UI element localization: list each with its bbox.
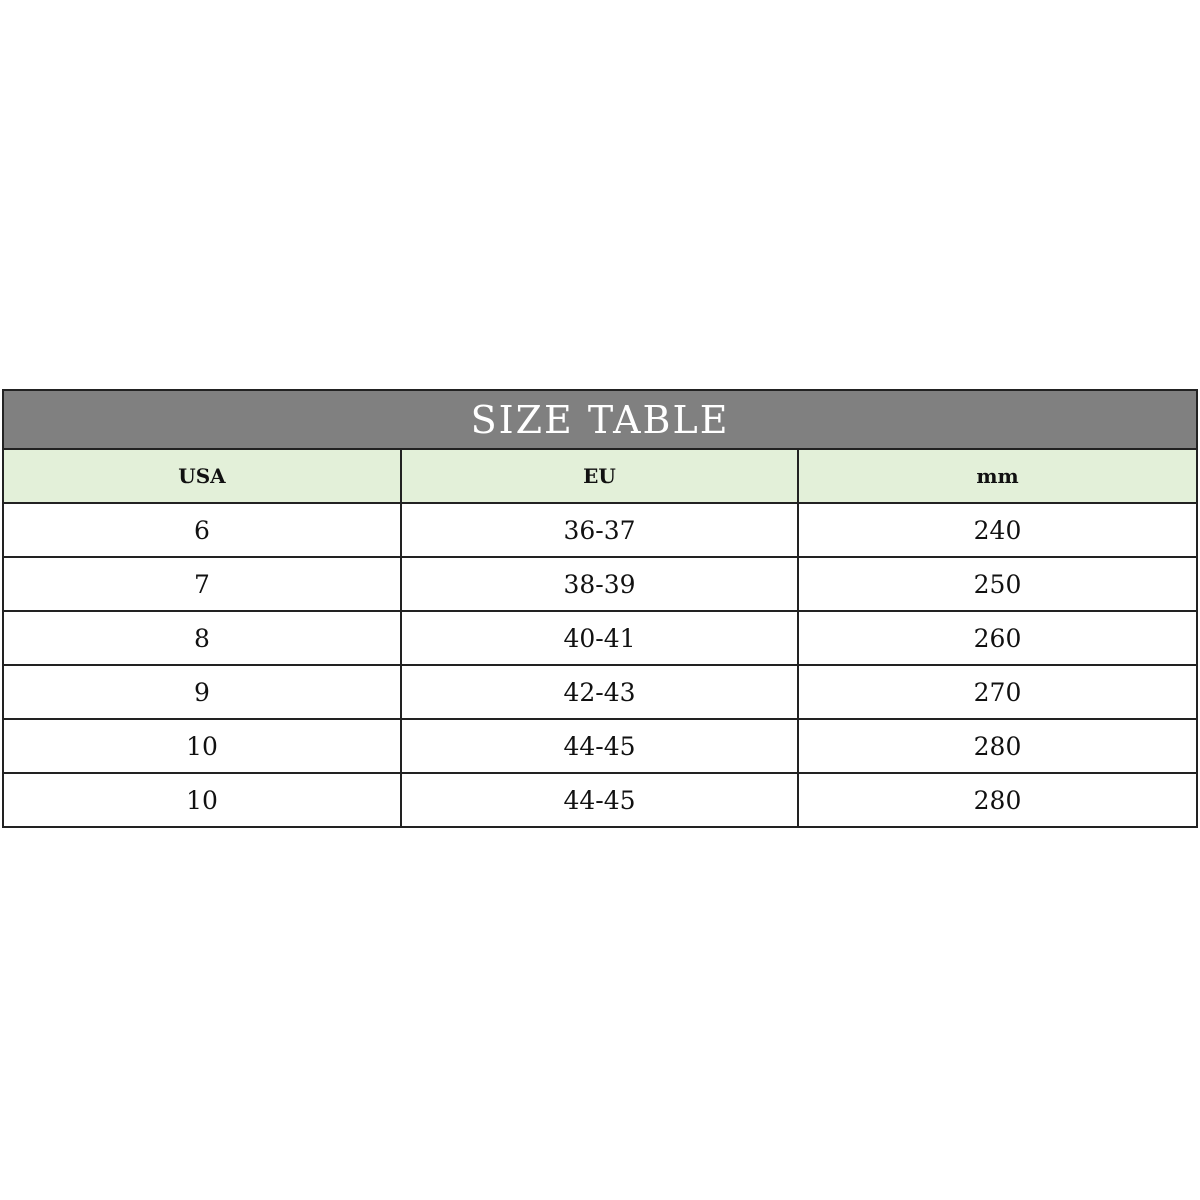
cell-eu: 44-45 bbox=[400, 718, 799, 774]
title-row: SIZE TABLE bbox=[1, 389, 1199, 450]
cell-eu: 38-39 bbox=[400, 556, 799, 612]
cell-eu: 42-43 bbox=[400, 664, 799, 720]
cell-usa: 8 bbox=[2, 610, 402, 666]
table-row: 7 38-39 250 bbox=[2, 556, 1199, 612]
header-usa: USA bbox=[2, 448, 402, 504]
header-eu: EU bbox=[400, 448, 799, 504]
cell-mm: 260 bbox=[796, 610, 1199, 666]
header-mm: mm bbox=[796, 448, 1199, 504]
table-row: 6 36-37 240 bbox=[2, 502, 1199, 558]
cell-mm: 280 bbox=[796, 718, 1199, 774]
cell-eu: 40-41 bbox=[400, 610, 799, 666]
cell-usa: 10 bbox=[2, 772, 402, 828]
size-table: SIZE TABLE USA EU mm 6 36-37 240 7 38-39… bbox=[1, 389, 1199, 828]
cell-eu: 44-45 bbox=[400, 772, 799, 828]
cell-mm: 240 bbox=[796, 502, 1199, 558]
table-row: 10 44-45 280 bbox=[2, 772, 1199, 828]
table-title: SIZE TABLE bbox=[1, 389, 1199, 450]
cell-mm: 280 bbox=[796, 772, 1199, 828]
table-row: 8 40-41 260 bbox=[2, 610, 1199, 666]
table-row: 9 42-43 270 bbox=[2, 664, 1199, 720]
cell-eu: 36-37 bbox=[400, 502, 799, 558]
cell-mm: 270 bbox=[796, 664, 1199, 720]
cell-usa: 10 bbox=[2, 718, 402, 774]
cell-usa: 6 bbox=[2, 502, 402, 558]
cell-usa: 7 bbox=[2, 556, 402, 612]
cell-mm: 250 bbox=[796, 556, 1199, 612]
header-row: USA EU mm bbox=[2, 448, 1199, 504]
table-row: 10 44-45 280 bbox=[2, 718, 1199, 774]
cell-usa: 9 bbox=[2, 664, 402, 720]
